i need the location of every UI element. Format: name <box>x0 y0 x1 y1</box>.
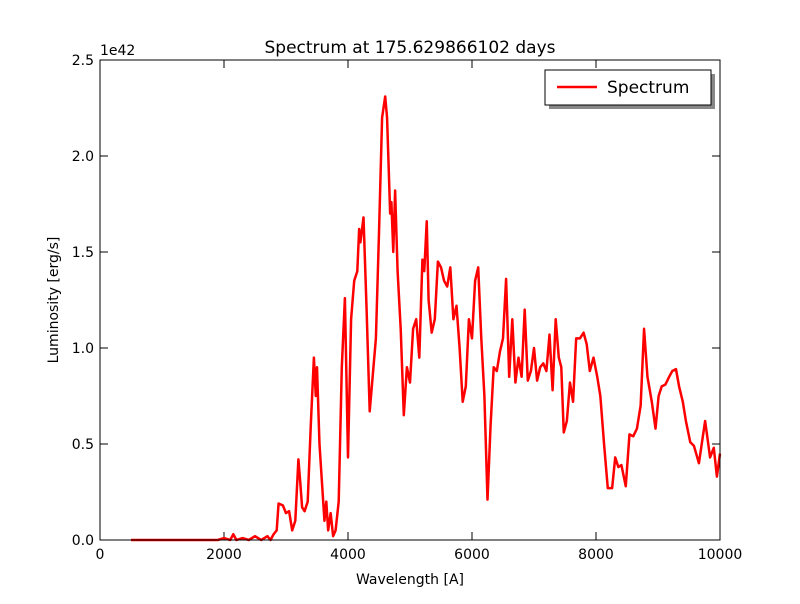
plot-frame <box>99 59 721 541</box>
legend-label: Spectrum <box>607 78 689 98</box>
x-tick-label: 4000 <box>330 547 366 563</box>
y-tick-label: 2.5 <box>72 53 94 69</box>
y-tick-label: 2.0 <box>72 149 94 165</box>
x-tick-label: 8000 <box>578 547 614 563</box>
x-tick-label: 6000 <box>454 547 490 563</box>
y-axis-label: Luminosity [erg/s] <box>46 237 62 364</box>
x-axis-label: Wavelength [A] <box>356 572 464 588</box>
chart-title: Spectrum at 175.629866102 days <box>265 38 556 58</box>
y-tick-label: 0.0 <box>72 533 94 549</box>
x-tick-label: 0 <box>96 547 105 563</box>
y-tick-label: 1.5 <box>72 245 94 261</box>
y-offset-label: 1e42 <box>100 43 135 59</box>
x-tick-label: 10000 <box>698 547 743 563</box>
spectrum-line <box>131 95 722 542</box>
y-tick-label: 1.0 <box>72 341 94 357</box>
y-tick-label: 0.5 <box>72 437 94 453</box>
x-tick-label: 2000 <box>206 547 242 563</box>
